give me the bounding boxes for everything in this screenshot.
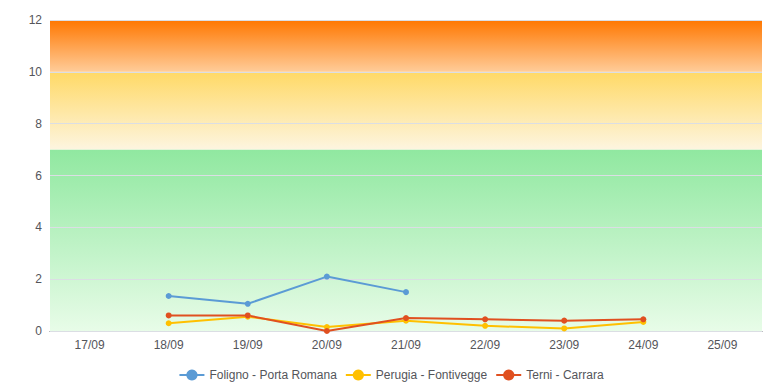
svg-text:22/09: 22/09 bbox=[470, 338, 500, 352]
svg-text:8: 8 bbox=[35, 117, 42, 131]
svg-text:Terni - Carrara: Terni - Carrara bbox=[526, 368, 604, 382]
svg-text:20/09: 20/09 bbox=[312, 338, 342, 352]
svg-text:Foligno - Porta Romana: Foligno - Porta Romana bbox=[209, 368, 337, 382]
svg-text:21/09: 21/09 bbox=[391, 338, 421, 352]
svg-text:17/09: 17/09 bbox=[75, 338, 105, 352]
svg-text:19/09: 19/09 bbox=[233, 338, 263, 352]
svg-text:6: 6 bbox=[35, 169, 42, 183]
svg-text:12: 12 bbox=[29, 13, 43, 27]
svg-text:18/09: 18/09 bbox=[154, 338, 184, 352]
svg-text:0: 0 bbox=[35, 324, 42, 338]
svg-text:Perugia - Fontivegge: Perugia - Fontivegge bbox=[376, 368, 488, 382]
svg-text:24/09: 24/09 bbox=[628, 338, 658, 352]
svg-text:10: 10 bbox=[29, 65, 43, 79]
svg-text:4: 4 bbox=[35, 220, 42, 234]
svg-text:2: 2 bbox=[35, 272, 42, 286]
svg-text:23/09: 23/09 bbox=[549, 338, 579, 352]
svg-text:25/09: 25/09 bbox=[707, 338, 737, 352]
